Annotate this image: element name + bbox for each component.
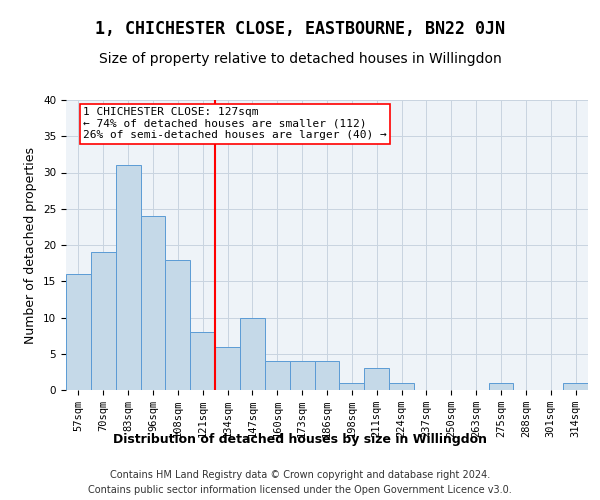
Text: Contains HM Land Registry data © Crown copyright and database right 2024.: Contains HM Land Registry data © Crown c… [110, 470, 490, 480]
Bar [91, 252, 116, 390]
Bar [215, 346, 240, 390]
Text: Size of property relative to detached houses in Willingdon: Size of property relative to detached ho… [98, 52, 502, 66]
Bar [240, 318, 265, 390]
Bar [340, 383, 364, 390]
Y-axis label: Number of detached properties: Number of detached properties [25, 146, 37, 344]
Bar [66, 274, 91, 390]
Bar [190, 332, 215, 390]
Text: Contains public sector information licensed under the Open Government Licence v3: Contains public sector information licen… [88, 485, 512, 495]
Bar [314, 361, 340, 390]
Bar [140, 216, 166, 390]
Bar [265, 361, 290, 390]
Text: 1, CHICHESTER CLOSE, EASTBOURNE, BN22 0JN: 1, CHICHESTER CLOSE, EASTBOURNE, BN22 0J… [95, 20, 505, 38]
Bar [563, 383, 588, 390]
Text: 1 CHICHESTER CLOSE: 127sqm
← 74% of detached houses are smaller (112)
26% of sem: 1 CHICHESTER CLOSE: 127sqm ← 74% of deta… [83, 108, 386, 140]
Bar [290, 361, 314, 390]
Text: Distribution of detached houses by size in Willingdon: Distribution of detached houses by size … [113, 432, 487, 446]
Bar [116, 165, 140, 390]
Bar [166, 260, 190, 390]
Bar [364, 368, 389, 390]
Bar [488, 383, 514, 390]
Bar [389, 383, 414, 390]
